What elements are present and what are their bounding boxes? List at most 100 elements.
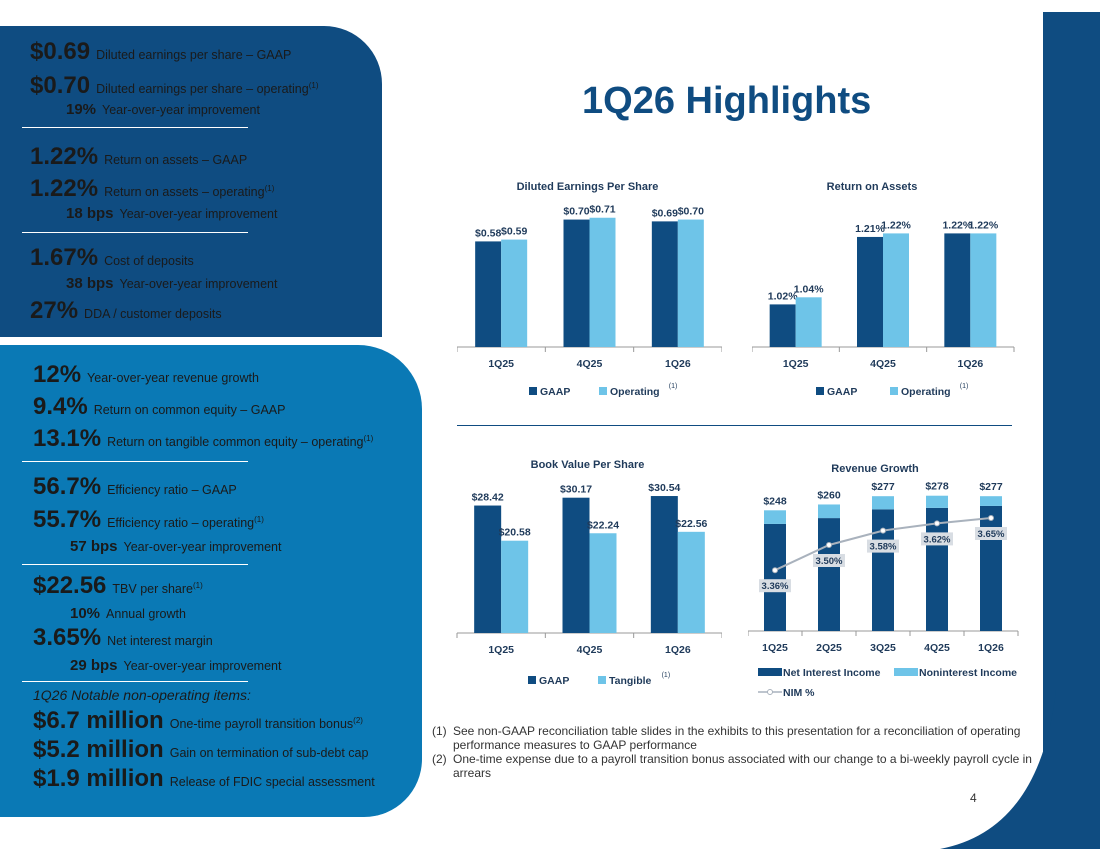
data-label: 1.22% xyxy=(942,219,972,231)
bar-noninterest-income xyxy=(764,510,786,524)
metric-value: 10% xyxy=(70,605,101,622)
nim-point xyxy=(934,520,940,527)
total-label: $260 xyxy=(817,489,841,501)
data-label: $30.17 xyxy=(560,484,592,496)
bar xyxy=(857,236,883,347)
bar xyxy=(589,217,616,347)
x-tick-label: 2Q25 xyxy=(816,642,842,654)
metric-row: 13.1% Return on tangible common equity – … xyxy=(33,425,373,453)
total-label: $278 xyxy=(925,481,949,493)
metric-value: 3.65% xyxy=(33,624,102,651)
metric-label: Diluted earnings per share – GAAP xyxy=(96,48,292,62)
legend-swatch xyxy=(890,387,898,395)
corner-curve xyxy=(940,690,1100,849)
chart-title-eps: Diluted Earnings Per Share xyxy=(516,181,659,193)
top-highlights-panel xyxy=(0,26,382,337)
legend-swatch xyxy=(529,387,537,395)
metric-label: One-time payroll transition bonus(2) xyxy=(169,715,363,731)
footnote-number: (1) xyxy=(432,724,447,738)
x-tick-label: 1Q25 xyxy=(488,358,514,370)
bar xyxy=(650,496,678,633)
footnote-marker: (1) xyxy=(193,580,203,590)
nim-label-bg xyxy=(813,554,845,567)
metric-label: Release of FDIC special assessment xyxy=(169,775,375,789)
metric-label: Return on tangible common equity – opera… xyxy=(107,433,374,449)
bar-net-interest-income xyxy=(872,509,894,631)
bar-noninterest-income xyxy=(926,495,948,508)
metric-value: 9.4% xyxy=(33,393,88,420)
page-title: 1Q26 Highlights xyxy=(582,80,872,122)
metric-value: 1.22% xyxy=(30,175,99,202)
metric-label: Return on assets – GAAP xyxy=(104,153,248,167)
legend-marker xyxy=(767,689,773,695)
legend-label: NIM % xyxy=(783,687,815,699)
bar-noninterest-income xyxy=(872,496,894,510)
metric-value: 19% xyxy=(66,101,97,118)
footnote-marker: (1) xyxy=(363,433,374,443)
data-label: 1.04% xyxy=(794,283,824,295)
total-label: $248 xyxy=(763,495,787,507)
metric-label: Year-over-year revenue growth xyxy=(87,371,259,385)
legend-label: Tangible xyxy=(609,675,652,687)
nim-point xyxy=(772,567,778,574)
x-tick-label: 4Q25 xyxy=(577,358,603,370)
metric-value: $22.56 xyxy=(33,572,107,599)
data-label: $0.70 xyxy=(563,206,589,218)
roa-chart: 1.02%1.04%1Q251.21%1.22%4Q251.22%1.22%1Q… xyxy=(752,219,1015,398)
metric-value: 57 bps xyxy=(70,538,118,555)
metric-value: 18 bps xyxy=(66,205,114,222)
metric-row: 1.22% Return on assets – operating(1) xyxy=(30,175,274,203)
metric-label: Cost of deposits xyxy=(104,254,194,268)
nim-point xyxy=(988,515,994,521)
legend-footnote-marker: (1) xyxy=(960,383,969,390)
metric-label: Diluted earnings per share – operating(1… xyxy=(96,80,319,96)
footnote-number: (2) xyxy=(432,752,447,766)
legend-swatch xyxy=(598,676,606,684)
legend-swatch xyxy=(816,387,824,395)
bar xyxy=(795,297,822,347)
metric-label: Gain on termination of sub-debt cap xyxy=(169,746,369,760)
page-number: 4 xyxy=(970,791,977,805)
bar xyxy=(501,540,529,633)
metric-label: Return on assets – operating(1) xyxy=(104,183,275,199)
legend-swatch xyxy=(599,387,607,395)
footnote-marker: (1) xyxy=(254,514,264,524)
metric-row: 3.65% Net interest margin xyxy=(33,624,213,652)
data-label: $22.24 xyxy=(587,519,619,531)
metric-value: 1.67% xyxy=(30,244,99,271)
metric-value: 55.7% xyxy=(33,506,102,533)
metric-value: $5.2 million xyxy=(33,736,164,763)
bar-net-interest-income xyxy=(764,523,786,631)
panel-divider xyxy=(22,127,248,128)
legend-footnote-marker: (1) xyxy=(662,672,671,679)
nim-label: 3.50% xyxy=(816,556,843,567)
metric-row: 12% Year-over-year revenue growth xyxy=(33,361,259,389)
legend-footnote-marker: (1) xyxy=(669,383,678,390)
metric-row: 18 bps Year-over-year improvement xyxy=(66,205,277,223)
legend-label: Net Interest Income xyxy=(783,667,881,679)
legend-label: Operating xyxy=(901,386,951,398)
metric-label: TBV per share(1) xyxy=(112,580,203,596)
bar xyxy=(677,531,705,633)
nim-point xyxy=(826,542,832,548)
bar xyxy=(651,221,678,347)
metric-row: 27% DDA / customer deposits xyxy=(30,297,222,325)
legend-swatch xyxy=(758,668,782,676)
footnote-text: One-time expense due to a payroll transi… xyxy=(453,752,1032,780)
bar xyxy=(501,239,528,347)
bar xyxy=(562,497,590,633)
metric-row: 38 bps Year-over-year improvement xyxy=(66,275,277,293)
metric-label: Year-over-year improvement xyxy=(123,659,282,673)
metric-label: Year-over-year improvement xyxy=(119,207,278,221)
footnotes: (1) See non-GAAP reconciliation table sli… xyxy=(432,724,1032,780)
metric-row: 10% Annual growth xyxy=(70,605,186,623)
chart-title-roa: Return on Assets xyxy=(826,181,918,193)
total-label: $277 xyxy=(979,481,1003,493)
metric-row: 56.7% Efficiency ratio – GAAP xyxy=(33,473,237,501)
total-label: $277 xyxy=(871,481,895,493)
data-label: 1.22% xyxy=(968,219,998,231)
metric-label: Year-over-year improvement xyxy=(102,103,260,117)
metric-row: $1.9 million Release of FDIC special asse… xyxy=(33,765,375,793)
metric-value: 27% xyxy=(30,297,79,324)
